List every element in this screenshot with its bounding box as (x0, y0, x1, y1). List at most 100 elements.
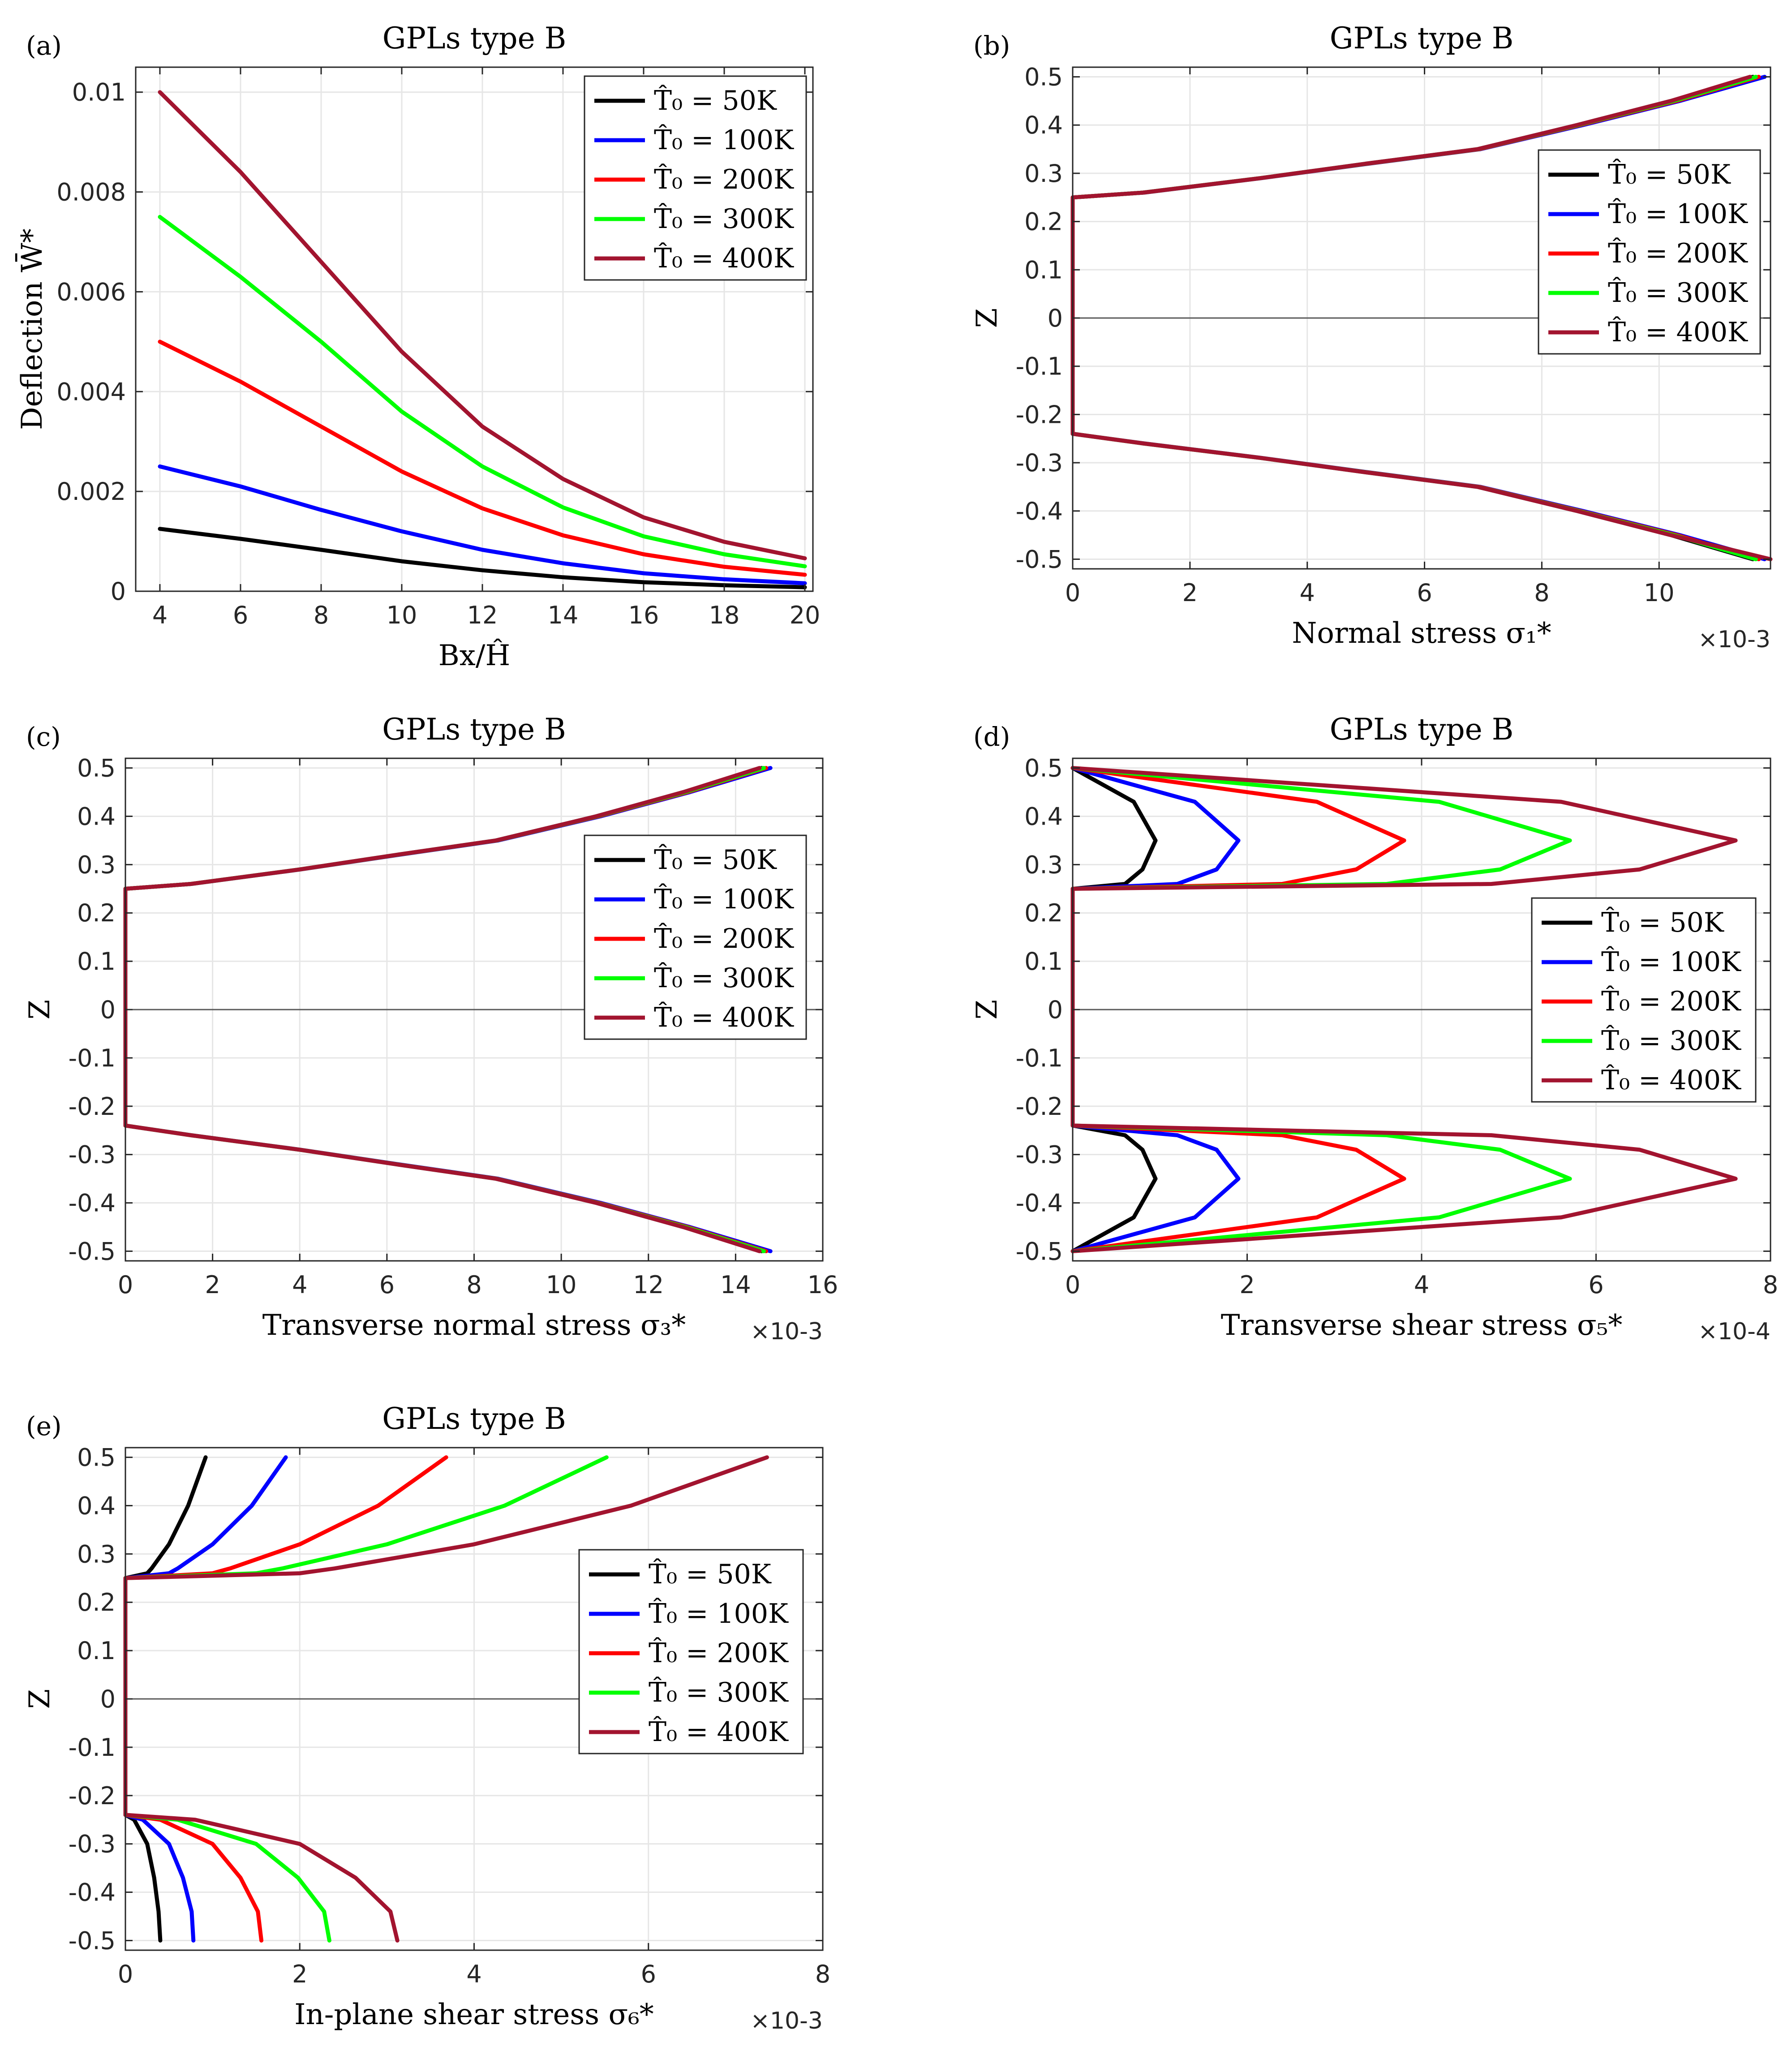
y-tick-label: -0.2 (1016, 400, 1063, 429)
y-tick-label: 0.2 (77, 899, 116, 927)
panel-e: 0 2 4 6 8 -0.5 -0.4 -0.3 -0.2 -0.1 0 0.1 0.2 0.3 0.4 0.… (23, 1402, 830, 2034)
x-tick-label: 18 (709, 601, 740, 629)
legend-label-2: T̂₀ = 100K (1601, 946, 1741, 978)
legend: T̂₀ = 50K T̂₀ = 100K T̂₀ = 200K T̂₀ = 300K T… (578, 1549, 804, 1754)
y-tick-label: -0.1 (1016, 353, 1063, 381)
axis-exponent: ×10-3 (750, 1318, 823, 1345)
y-tick-label: -0.4 (1016, 1189, 1063, 1217)
panel-c: 0 2 4 6 8 10 12 14 16 -0.5 -0.4 -0.3 -0.2 -0.1 0 0.1 0.2… (23, 712, 838, 1345)
chart-title: GPLs type B (1330, 21, 1513, 56)
x-tick-label: 12 (633, 1271, 664, 1299)
y-tick-label: 0.3 (1024, 159, 1063, 188)
legend-label-1: T̂₀ = 50K (1601, 907, 1724, 938)
y-tick-label: 0.4 (1024, 802, 1063, 830)
series-line-5 (158, 90, 807, 560)
y-tick-label: -0.3 (1016, 449, 1063, 477)
legend-label-4: T̂₀ = 300K (649, 1677, 789, 1708)
x-tick-label: 6 (233, 601, 248, 629)
x-tick-label: 6 (1417, 579, 1432, 607)
legend-label-2: T̂₀ = 100K (654, 883, 794, 915)
y-tick-label: 0.2 (1024, 208, 1063, 236)
y-tick-label: 0.3 (77, 1540, 116, 1568)
y-tick-label: 0 (1048, 304, 1063, 332)
legend-label-2: T̂₀ = 100K (649, 1598, 789, 1629)
series-line-2 (158, 464, 807, 585)
x-tick-label: 0 (1065, 579, 1080, 607)
x-tick-label: 10 (1644, 579, 1675, 607)
panel-a: 4 6 8 10 12 14 16 18 20 0 0.002 0.004 0.006 0.008 0.01… (15, 21, 820, 672)
legend-label-1: T̂₀ = 50K (649, 1558, 772, 1590)
legend-label-3: T̂₀ = 200K (654, 923, 794, 954)
y-tick-label: 0.5 (1024, 63, 1063, 91)
y-tick-label: -0.1 (69, 1044, 116, 1072)
x-tick-label: 2 (205, 1271, 220, 1299)
legend: T̂₀ = 50K T̂₀ = 100K T̂₀ = 200K T̂₀ = 300K T… (584, 834, 807, 1040)
x-axis-label: Transverse shear stress σ₅* (1221, 1309, 1623, 1342)
legend-label-4: T̂₀ = 300K (654, 203, 794, 235)
y-tick-label: 0.3 (1024, 851, 1063, 879)
panel-label: (c) (26, 722, 61, 752)
panel-d: 0 2 4 6 8 -0.5 -0.4 -0.3 -0.2 -0.1 0 0.1 0.2 0.3 0.4 0.… (971, 712, 1778, 1345)
legend-label-3: T̂₀ = 200K (649, 1637, 789, 1669)
x-tick-label: 8 (815, 1960, 830, 1988)
legend-label-1: T̂₀ = 50K (1608, 159, 1731, 190)
series-line-4 (158, 215, 807, 568)
x-tick-label: 6 (1588, 1271, 1603, 1299)
panel-label: (d) (973, 722, 1010, 752)
legend-label-2: T̂₀ = 100K (1608, 198, 1748, 230)
chart-title: GPLs type B (1330, 712, 1513, 747)
y-tick-label: 0.2 (1024, 899, 1063, 927)
x-tick-label: 8 (1534, 579, 1549, 607)
chart-title: GPLs type B (382, 21, 566, 56)
y-tick-label: -0.3 (69, 1141, 116, 1169)
x-tick-label: 8 (1763, 1271, 1778, 1299)
y-tick-label: -0.4 (69, 1189, 116, 1217)
x-tick-label: 6 (379, 1271, 395, 1299)
axis-exponent: ×10-4 (1698, 1318, 1771, 1345)
x-tick-label: 14 (548, 601, 579, 629)
legend-label-1: T̂₀ = 50K (654, 85, 777, 116)
panel-b: 0 2 4 6 8 10 -0.5 -0.4 -0.3 -0.2 -0.1 0 0.1 0.2 0.3 0.4… (971, 21, 1773, 653)
y-tick-label: -0.5 (1016, 545, 1063, 573)
legend-label-3: T̂₀ = 200K (1608, 237, 1748, 269)
x-tick-label: 4 (466, 1960, 481, 1988)
x-tick-label: 6 (641, 1960, 656, 1988)
panel-label: (e) (26, 1411, 62, 1441)
y-axis-label: Z (23, 1689, 56, 1709)
legend: T̂₀ = 50K T̂₀ = 100K T̂₀ = 200K T̂₀ = 300K T… (584, 75, 807, 281)
y-tick-label: -0.5 (1016, 1237, 1063, 1265)
legend-label-1: T̂₀ = 50K (654, 844, 777, 876)
x-tick-label: 20 (790, 601, 821, 629)
legend-label-5: T̂₀ = 400K (1601, 1064, 1741, 1096)
y-tick-label: 0.3 (77, 851, 116, 879)
y-tick-label: -0.2 (69, 1092, 116, 1121)
y-tick-label: -0.4 (1016, 497, 1063, 525)
legend-label-3: T̂₀ = 200K (1601, 985, 1741, 1017)
y-tick-label: 0 (1048, 996, 1063, 1024)
y-tick-label: 0.5 (77, 754, 116, 782)
legend-label-5: T̂₀ = 400K (654, 242, 794, 274)
x-tick-label: 8 (466, 1271, 481, 1299)
legend-label-4: T̂₀ = 300K (1608, 277, 1748, 309)
x-tick-label: 0 (1065, 1271, 1080, 1299)
y-tick-label: 0.2 (77, 1588, 116, 1617)
y-tick-label: 0.004 (56, 378, 126, 406)
y-tick-label: 0.1 (77, 947, 116, 976)
axis-exponent: ×10-3 (750, 2008, 823, 2034)
x-tick-label: 4 (1414, 1271, 1429, 1299)
chart-title: GPLs type B (382, 712, 566, 747)
legend-label-3: T̂₀ = 200K (654, 163, 794, 195)
x-tick-label: 12 (467, 601, 498, 629)
x-tick-label: 4 (1300, 579, 1315, 607)
y-tick-label: 0.5 (1024, 754, 1063, 782)
y-tick-label: 0.5 (77, 1444, 116, 1472)
y-tick-label: -0.5 (69, 1237, 116, 1265)
y-axis-label: Z (23, 1000, 56, 1019)
x-axis-label: Normal stress σ₁* (1292, 617, 1551, 650)
x-tick-label: 8 (314, 601, 329, 629)
y-tick-label: -0.3 (1016, 1141, 1063, 1169)
y-tick-label: -0.1 (1016, 1044, 1063, 1072)
y-tick-label: -0.1 (69, 1733, 116, 1762)
y-tick-label: 0.002 (56, 477, 126, 506)
